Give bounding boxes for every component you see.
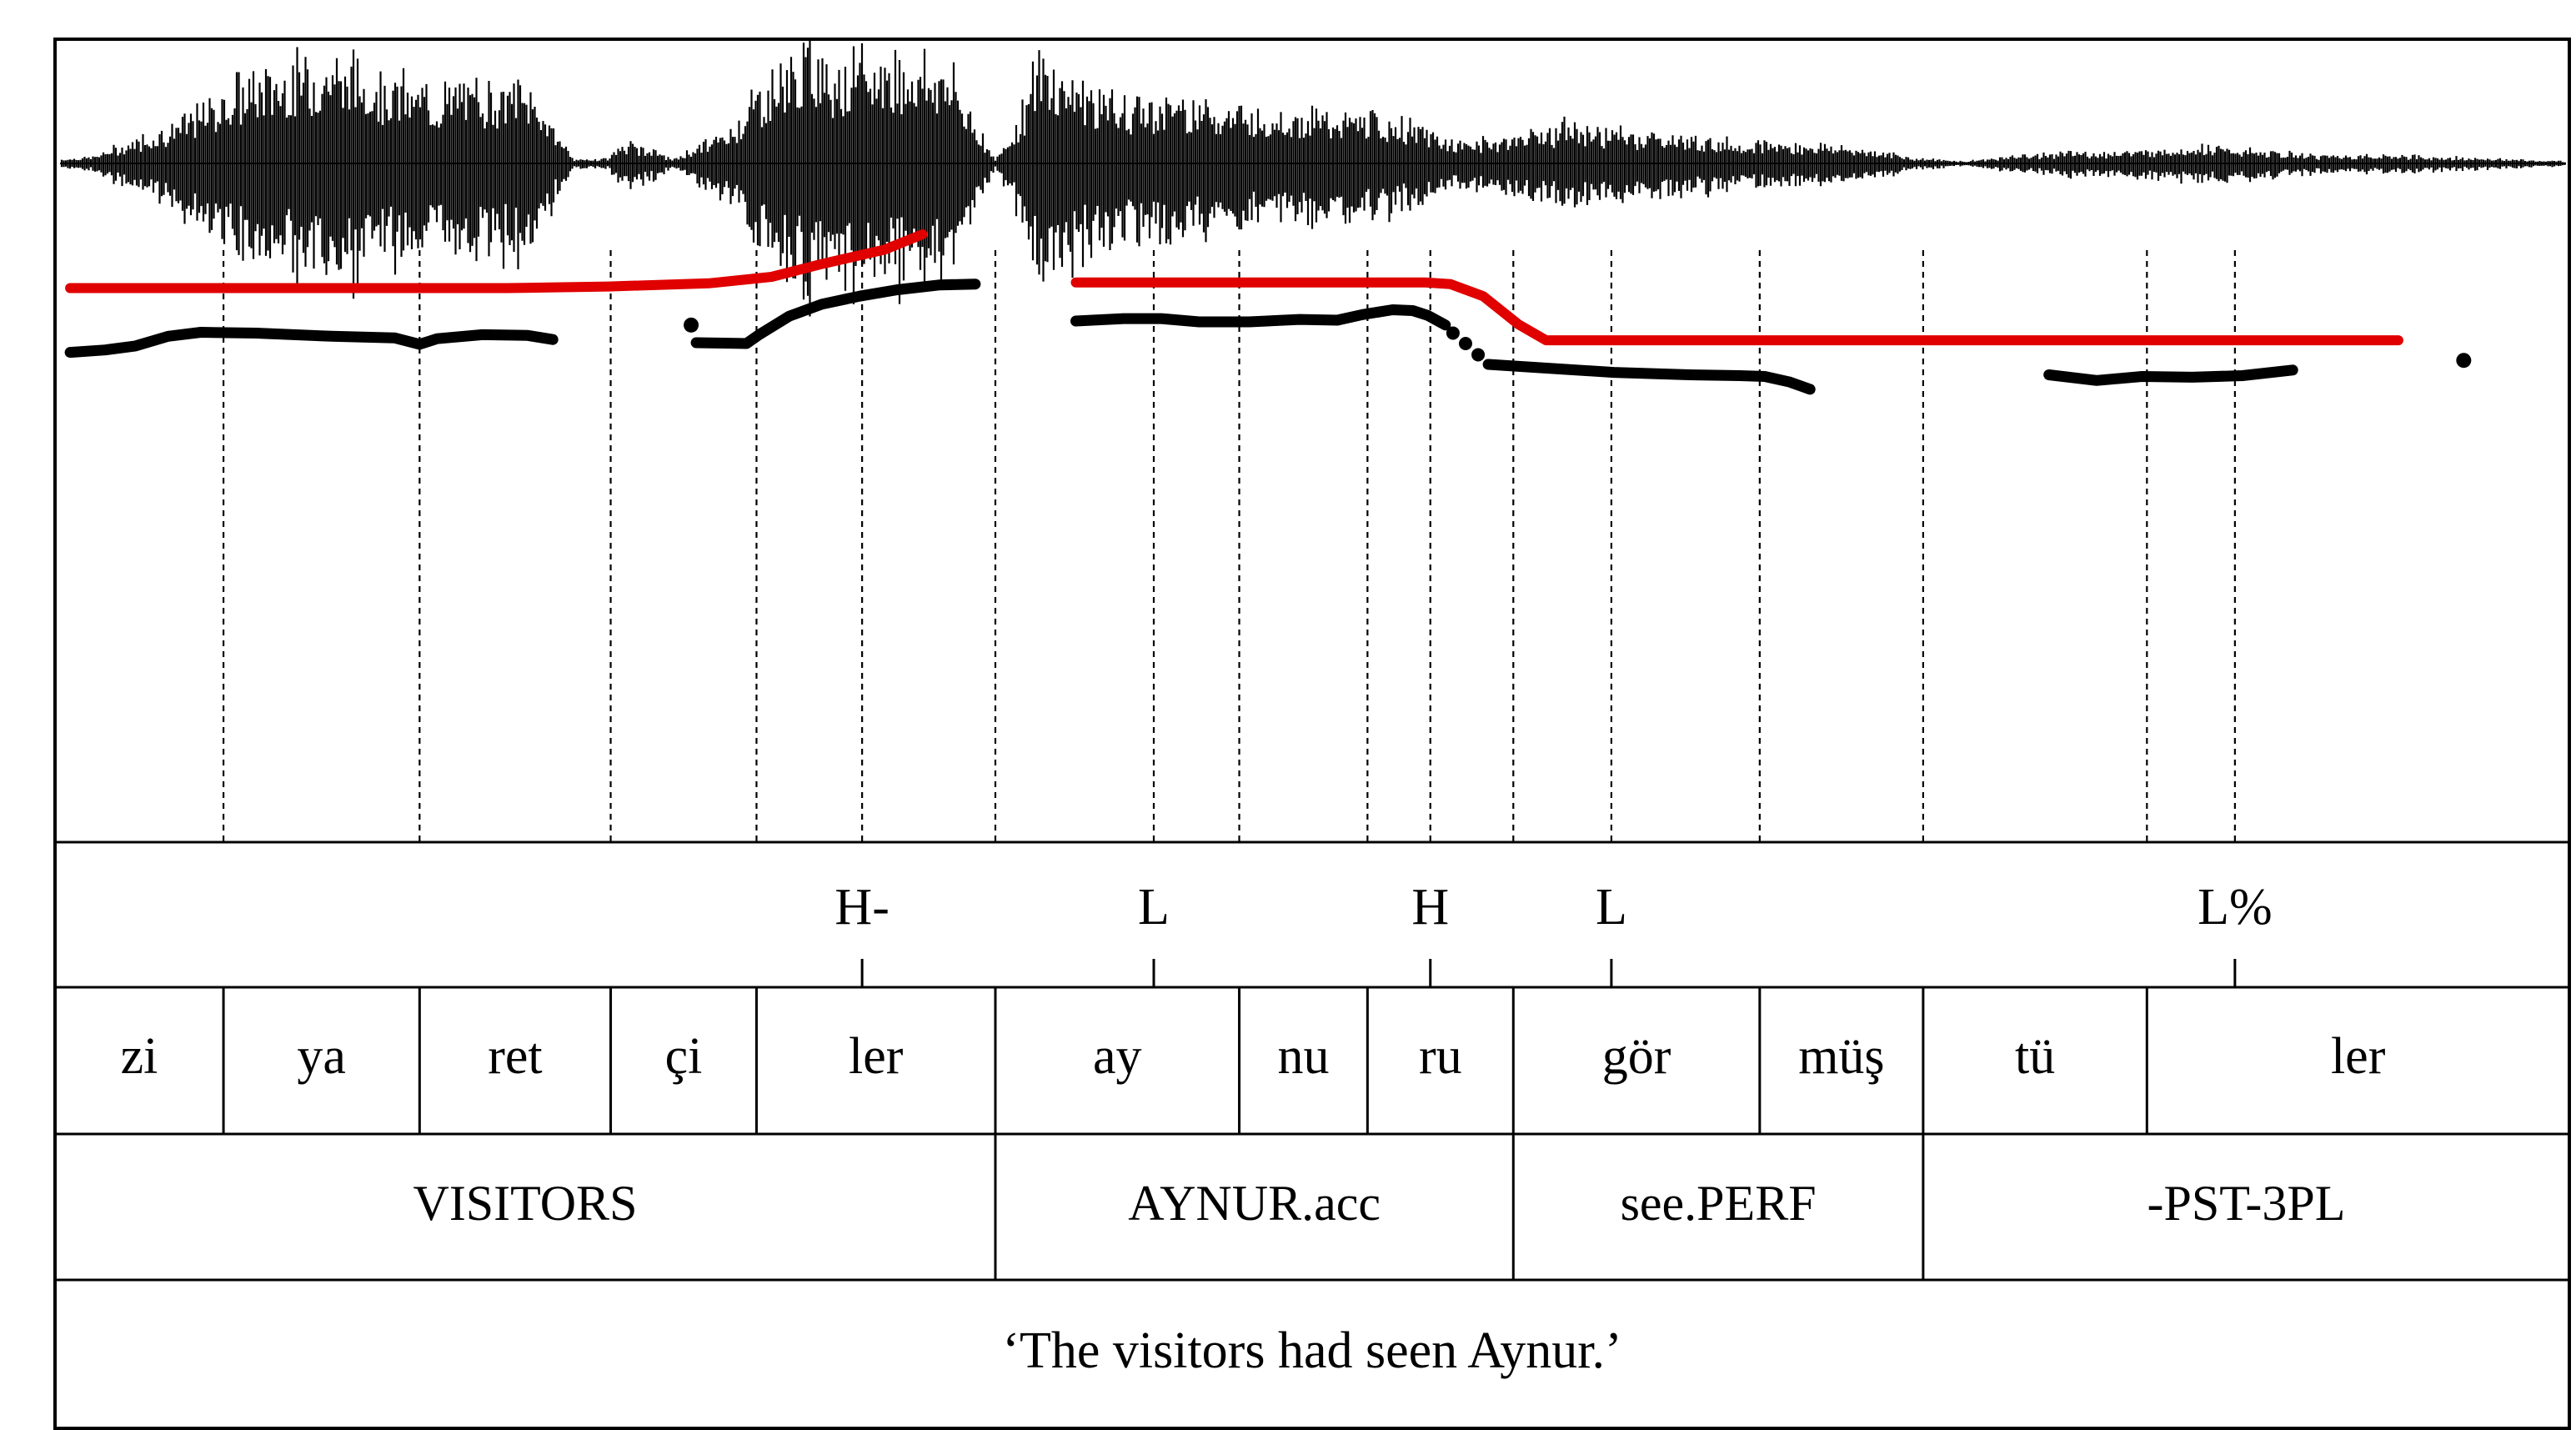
segment-boundary-lines	[222, 250, 2236, 842]
pitch-track-point	[1471, 348, 1486, 362]
gloss-tier: VISITORS AYNUR.acc see.PERF -PST-3PL	[413, 1134, 2346, 1280]
pitch-track-segment	[2043, 364, 2298, 386]
pitch-track-segment	[64, 327, 559, 359]
waveform	[60, 38, 2566, 317]
stylized-contour-segment	[1070, 277, 2403, 346]
syllable-label: ya	[297, 1028, 346, 1085]
pitch-track-segment	[1070, 304, 1451, 331]
gloss-label: see.PERF	[1621, 1176, 1817, 1231]
syllable-label: ler	[2331, 1028, 2386, 1085]
syllable-label: nu	[1277, 1028, 1329, 1085]
syllable-label: ler	[849, 1028, 904, 1085]
gloss-label: AYNUR.acc	[1128, 1176, 1381, 1231]
tone-tier: H- L H L L%	[834, 879, 2273, 987]
syllable-label: tü	[2015, 1028, 2055, 1085]
pitch-track-point	[1458, 336, 1472, 350]
tone-label: L	[1596, 879, 1627, 936]
syllable-label: ay	[1093, 1028, 1142, 1085]
pitch-track	[64, 278, 2472, 395]
pitch-track-segment	[1482, 359, 1816, 395]
pitch-track-point	[2456, 353, 2472, 369]
stylized-contour-segment	[65, 229, 928, 294]
syllable-label: çi	[665, 1028, 703, 1085]
gloss-label: -PST-3PL	[2148, 1176, 2346, 1231]
syllable-label: gör	[1602, 1028, 1671, 1085]
tone-label: L%	[2198, 879, 2273, 936]
translation-text: ‘The visitors had seen Aynur.’	[1002, 1322, 1621, 1379]
syllable-label: ret	[488, 1028, 542, 1085]
translation-tier: ‘The visitors had seen Aynur.’	[1002, 1322, 1621, 1379]
tone-label: H-	[834, 879, 889, 936]
syllable-label: müş	[1798, 1028, 1884, 1085]
pitch-track-point	[684, 317, 699, 333]
waveform-trace	[60, 38, 2566, 317]
pitch-track-point	[1446, 326, 1460, 340]
syllable-label: zi	[121, 1028, 158, 1085]
tone-label: H	[1411, 879, 1449, 936]
stylized-pitch-contour	[65, 229, 2403, 346]
tier-separators	[55, 840, 2569, 1282]
syllable-tier: zi ya ret çi ler ay nu ru gör müş tü ler	[121, 987, 2386, 1134]
syllable-label: ru	[1419, 1028, 1462, 1085]
figure-frame	[53, 38, 2571, 1430]
gloss-label: VISITORS	[413, 1176, 638, 1231]
tone-label: L	[1138, 879, 1170, 936]
pitch-track-segment	[690, 278, 981, 349]
